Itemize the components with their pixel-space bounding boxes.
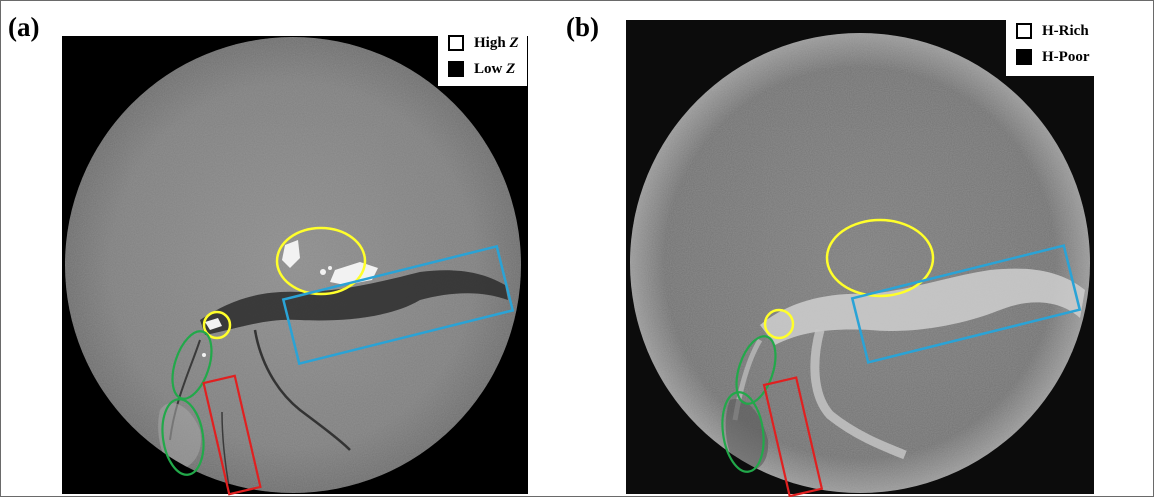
panel-a-legend-high-label: High <box>474 34 506 51</box>
panel-b-yellow-circle-small <box>763 308 795 340</box>
panel-b-red-rectangle <box>762 376 824 497</box>
panel-a-legend-low-symbol: Z <box>506 60 516 77</box>
panel-b-blue-rectangle <box>850 244 1082 364</box>
panel-b-label: (b) <box>566 12 599 42</box>
panel-a-green-ellipse-lower <box>161 398 205 476</box>
panel-a-legend-low-label: Low <box>474 60 503 77</box>
legend-swatch-black <box>448 61 464 77</box>
panel-a-yellow-circle-small <box>202 310 232 340</box>
panel-a-blue-rectangle <box>281 244 515 366</box>
legend-swatch-white <box>448 35 464 51</box>
panel-b-green-ellipse-lower <box>721 391 765 473</box>
legend-swatch-white <box>1016 23 1032 39</box>
panel-b-legend: H-Rich H-Poor <box>1006 14 1098 76</box>
panel-b-green-ellipse-upper <box>735 335 777 405</box>
panel-b-yellow-ellipse-large <box>825 218 935 298</box>
panel-b-legend-rich-label: H-Rich <box>1042 22 1089 39</box>
panel-b-legend-item: H-Poor <box>1016 44 1089 70</box>
panel-a-legend-item: Low Z <box>448 56 519 82</box>
legend-swatch-black <box>1016 49 1032 65</box>
panel-a-yellow-ellipse-large <box>275 226 367 296</box>
panel-a-legend-high-symbol: Z <box>509 34 519 51</box>
panel-a-legend: High Z Low Z <box>438 26 527 86</box>
panel-b-legend-item: H-Rich <box>1016 18 1089 44</box>
panel-a-legend-item: High Z <box>448 30 519 56</box>
panel-b-legend-poor-label: H-Poor <box>1042 48 1090 65</box>
panel-a-label: (a) <box>8 12 40 42</box>
panel-a-red-rectangle <box>202 374 262 496</box>
